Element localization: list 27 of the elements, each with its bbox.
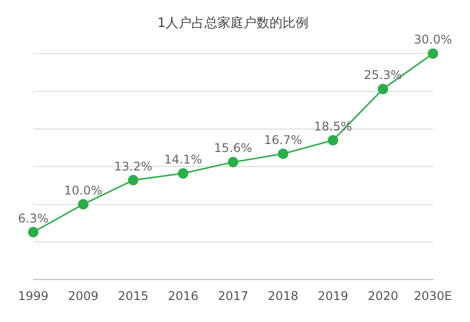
data-label: 25.3% (364, 68, 402, 82)
data-label: 13.2% (114, 159, 152, 174)
data-label: 10.0% (64, 183, 102, 198)
point (78, 199, 88, 210)
point (28, 226, 39, 238)
chart-title: 1人户占总家庭户数的比例 (157, 15, 309, 32)
x-tick-label: 2030E (414, 288, 452, 303)
point (378, 84, 388, 94)
point (428, 48, 438, 59)
point (178, 168, 188, 179)
x-tick-label: 2016 (168, 288, 198, 303)
x-tick-label: 2019 (318, 288, 348, 303)
point (328, 134, 338, 146)
x-tick-label: 2017 (218, 288, 248, 303)
x-tick-label: 2009 (68, 288, 98, 303)
x-tick-label: 2018 (268, 288, 298, 303)
x-tick-label: 2020 (368, 288, 398, 303)
x-tick-label: 1999 (18, 288, 49, 303)
data-label: 15.6% (214, 141, 252, 156)
data-label: 16.7% (264, 132, 302, 147)
x-tick-label: 2015 (118, 288, 148, 303)
point (228, 156, 238, 168)
point (278, 148, 288, 160)
data-label: 30.0% (414, 32, 452, 47)
data-label: 6.3% (18, 211, 49, 226)
data-label: 14.1% (164, 152, 202, 167)
point (128, 174, 138, 186)
